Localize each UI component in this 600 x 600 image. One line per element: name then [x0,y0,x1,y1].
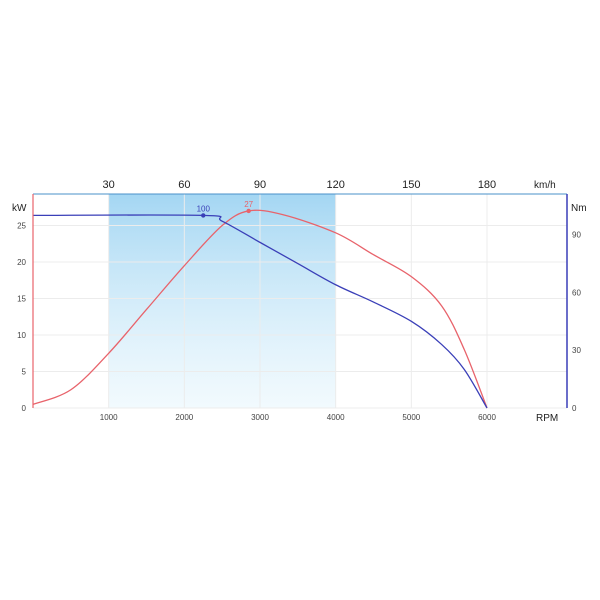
top-tick-label: 120 [326,179,344,191]
x-tick-label: 5000 [402,413,420,422]
top-tick-label: 60 [178,179,190,191]
left-axis-label: kW [12,203,27,214]
top-tick-label: 90 [254,179,266,191]
x-tick-label: 3000 [251,413,269,422]
x-axis-label: RPM [536,413,558,424]
series-line-torque [32,214,488,409]
top-axis-label: km/h [534,180,556,191]
x-tick-label: 6000 [478,413,496,422]
peak-dot [201,213,206,218]
peak-label: 27 [244,200,253,209]
left-tick-label: 20 [17,258,26,267]
left-tick-label: 25 [17,222,26,231]
right-tick-labels: 0 30 60 90 [572,231,581,413]
peak-label: 100 [197,204,211,213]
grid-lines [33,194,567,409]
top-tick-labels: 30 60 90 120 150 180 [103,179,497,191]
right-tick-label: 0 [572,404,577,413]
x-tick-labels: 1000 2000 3000 4000 5000 6000 [100,413,497,422]
left-tick-label: 15 [17,295,26,304]
peak-dot [246,208,251,214]
right-axis-label: Nm [571,203,587,214]
x-tick-label: 2000 [175,413,193,422]
right-tick-label: 30 [572,346,581,355]
peak-markers: 27 100 [197,200,254,218]
top-tick-label: 180 [478,179,496,191]
x-tick-label: 4000 [327,413,345,422]
x-tick-label: 1000 [100,413,118,422]
right-tick-label: 60 [572,288,581,297]
left-tick-labels: 0 5 10 15 20 25 [17,222,26,413]
right-tick-label: 90 [572,231,581,240]
top-tick-label: 150 [402,179,420,191]
series-line-power [32,209,488,409]
left-tick-label: 0 [22,404,27,413]
highlight-band [108,194,336,408]
left-tick-label: 5 [22,368,27,377]
top-tick-label: 30 [103,179,115,191]
left-tick-label: 10 [17,331,26,340]
